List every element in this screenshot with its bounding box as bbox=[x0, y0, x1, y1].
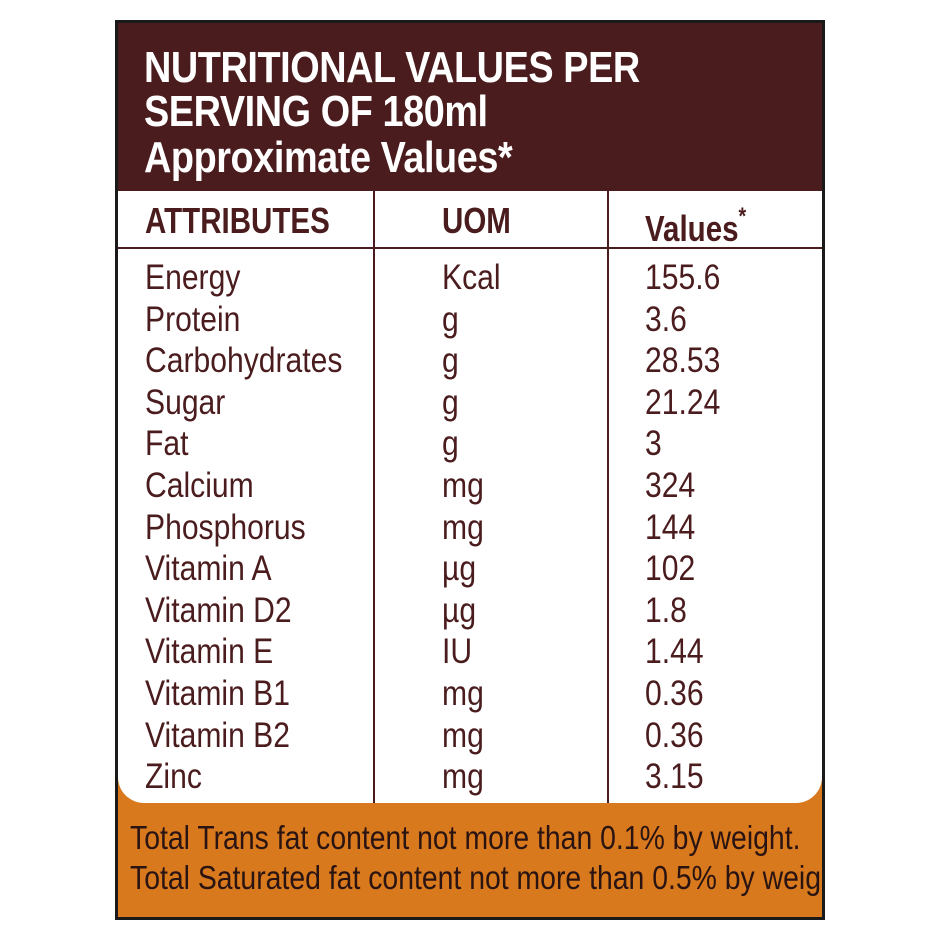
attribute-cell: Vitamin E bbox=[145, 632, 274, 672]
value-cell: 3.15 bbox=[645, 757, 704, 797]
value-cell: 144 bbox=[645, 507, 696, 547]
table-row: Sugar g 21.24 bbox=[118, 382, 822, 424]
uom-cell: mg bbox=[442, 757, 484, 797]
saturated-fat-note: Total Saturated fat content not more tha… bbox=[130, 859, 825, 896]
table-row: Calcium mg 324 bbox=[118, 465, 822, 507]
uom-cell: IU bbox=[442, 632, 473, 672]
value-cell: 21.24 bbox=[645, 382, 721, 422]
value-cell: 102 bbox=[645, 549, 696, 589]
value-cell: 1.44 bbox=[645, 632, 704, 672]
table-row: Protein g 3.6 bbox=[118, 299, 822, 341]
value-cell: 0.36 bbox=[645, 715, 704, 755]
attribute-cell: Zinc bbox=[145, 757, 202, 797]
uom-cell: mg bbox=[442, 673, 484, 713]
uom-cell: g bbox=[442, 299, 459, 339]
attribute-cell: Fat bbox=[145, 424, 189, 464]
value-cell: 324 bbox=[645, 465, 696, 505]
nutrition-table: ATTRIBUTES UOM Values* Energy Kcal 155.6 Pr… bbox=[118, 191, 822, 803]
value-cell: 155.6 bbox=[645, 258, 721, 297]
value-cell: 0.36 bbox=[645, 673, 704, 713]
attribute-cell: Carbohydrates bbox=[145, 341, 343, 381]
attribute-cell: Calcium bbox=[145, 465, 254, 505]
table-row: Vitamin D2 µg 1.8 bbox=[118, 590, 822, 632]
attribute-cell: Protein bbox=[145, 299, 241, 339]
table-row: Vitamin E IU 1.44 bbox=[118, 631, 822, 673]
column-divider bbox=[373, 191, 375, 803]
attribute-cell: Vitamin B1 bbox=[145, 673, 291, 713]
table-row: Carbohydrates g 28.53 bbox=[118, 340, 822, 382]
table-row: Phosphorus mg 144 bbox=[118, 507, 822, 549]
label-header: NUTRITIONAL VALUES PER SERVING OF 180ml … bbox=[118, 23, 822, 191]
attribute-cell: Vitamin D2 bbox=[145, 590, 292, 630]
table-row: Zinc mg 3.15 bbox=[118, 756, 822, 798]
nutrition-label: NUTRITIONAL VALUES PER SERVING OF 180ml … bbox=[115, 20, 825, 920]
header-title-line-2: SERVING OF 180ml bbox=[144, 87, 488, 136]
uom-cell: g bbox=[442, 382, 459, 422]
header-divider bbox=[118, 247, 822, 249]
column-header-attributes: ATTRIBUTES bbox=[145, 200, 330, 241]
value-cell: 3 bbox=[645, 424, 662, 464]
trans-fat-note: Total Trans fat content not more than 0.… bbox=[130, 819, 801, 856]
label-footer: Total Trans fat content not more than 0.… bbox=[118, 805, 822, 917]
value-cell: 1.8 bbox=[645, 590, 687, 630]
attribute-cell: Energy bbox=[145, 258, 241, 297]
attribute-cell: Vitamin B2 bbox=[145, 715, 291, 755]
column-header-values: Values* bbox=[645, 201, 746, 249]
asterisk-mark: * bbox=[738, 203, 747, 230]
table-row: Energy Kcal 155.6 bbox=[118, 257, 822, 299]
table-row: Vitamin B2 mg 0.36 bbox=[118, 715, 822, 757]
uom-cell: Kcal bbox=[442, 258, 501, 297]
uom-cell: g bbox=[442, 341, 459, 381]
table-body: Energy Kcal 155.6 Protein g 3.6 Carbohydrates g… bbox=[118, 257, 822, 798]
value-cell: 3.6 bbox=[645, 299, 687, 339]
value-cell: 28.53 bbox=[645, 341, 721, 381]
uom-cell: g bbox=[442, 424, 459, 464]
attribute-cell: Vitamin A bbox=[145, 549, 272, 589]
uom-cell: mg bbox=[442, 507, 484, 547]
uom-cell: µg bbox=[442, 549, 477, 589]
uom-cell: µg bbox=[442, 590, 477, 630]
uom-cell: mg bbox=[442, 465, 484, 505]
attribute-cell: Phosphorus bbox=[145, 507, 306, 547]
table-row: Fat g 3 bbox=[118, 423, 822, 465]
column-header-uom: UOM bbox=[442, 200, 511, 241]
table-row: Vitamin A µg 102 bbox=[118, 548, 822, 590]
header-title-line-1: NUTRITIONAL VALUES PER bbox=[144, 43, 640, 92]
attribute-cell: Sugar bbox=[145, 382, 226, 422]
header-subtitle: Approximate Values* bbox=[144, 133, 513, 182]
table-row: Vitamin B1 mg 0.36 bbox=[118, 673, 822, 715]
column-divider bbox=[607, 191, 609, 803]
column-header-values-text: Values bbox=[645, 208, 739, 249]
uom-cell: mg bbox=[442, 715, 484, 755]
